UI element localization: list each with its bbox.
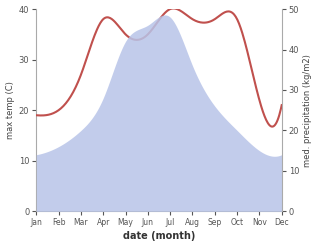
X-axis label: date (month): date (month) <box>123 231 195 242</box>
Y-axis label: max temp (C): max temp (C) <box>5 81 15 139</box>
Y-axis label: med. precipitation (kg/m2): med. precipitation (kg/m2) <box>303 54 313 167</box>
